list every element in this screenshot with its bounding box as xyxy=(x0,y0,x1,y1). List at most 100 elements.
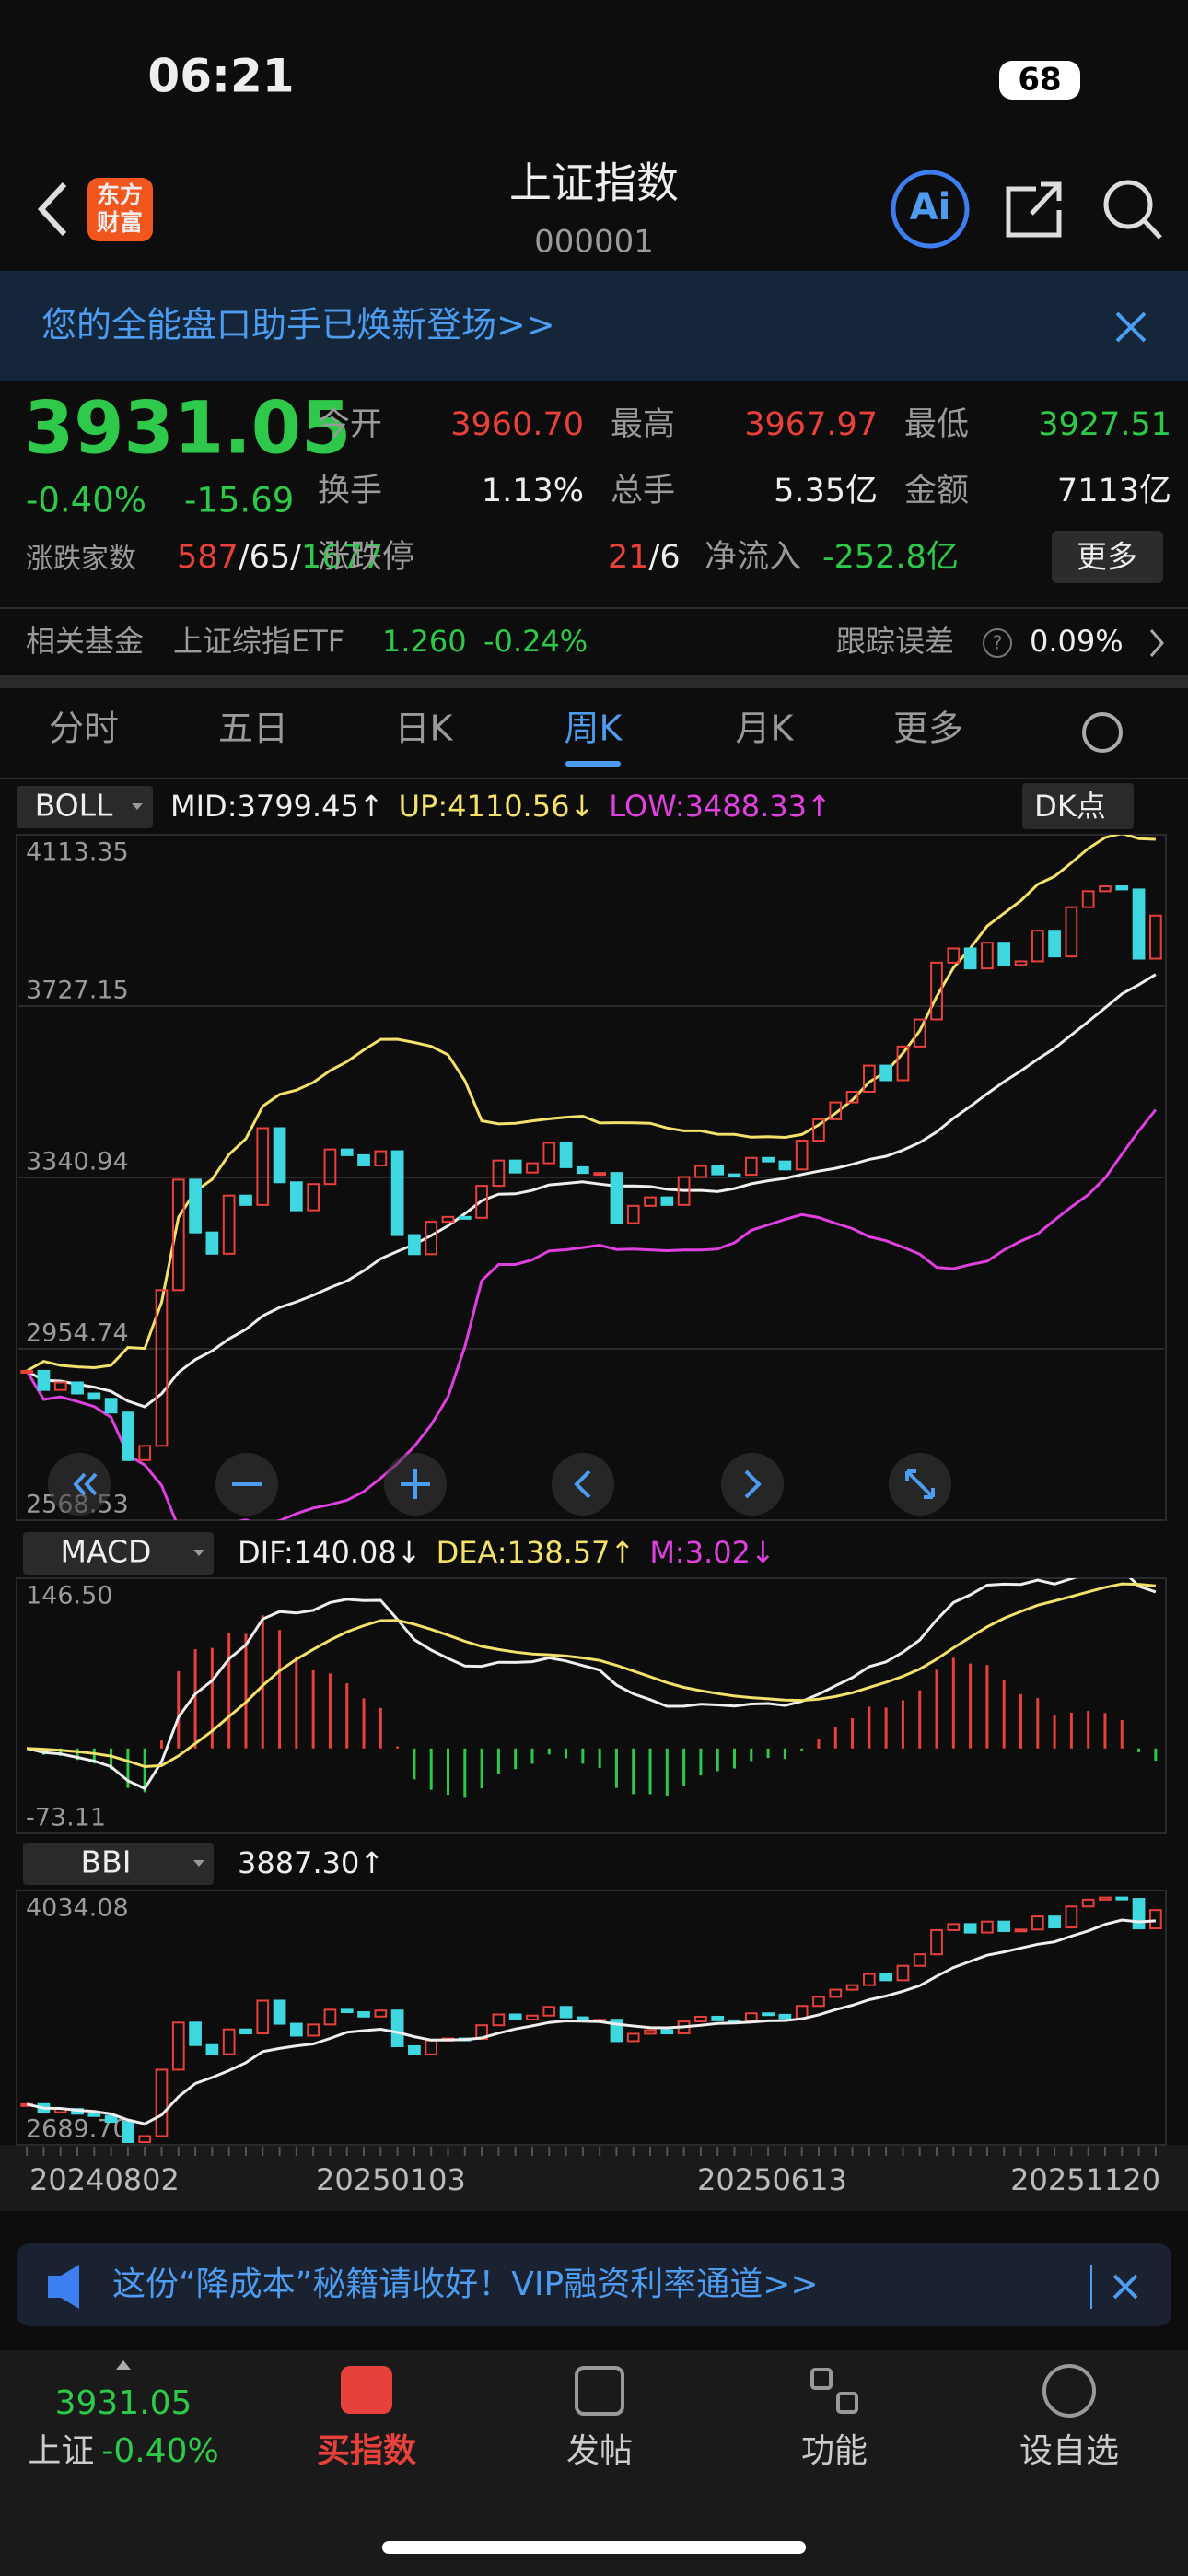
candle xyxy=(1148,914,1162,960)
share-icon[interactable] xyxy=(1006,181,1062,238)
nav-quote: 上证 -0.40% xyxy=(28,2432,218,2470)
tab[interactable]: 更多 xyxy=(893,708,963,749)
macd-legend-part: DIF:140.08 xyxy=(238,1535,397,1570)
chevron[interactable] xyxy=(1149,629,1164,657)
tab[interactable]: 日K xyxy=(395,708,454,749)
candle xyxy=(1048,930,1061,958)
candle xyxy=(508,1159,522,1174)
settings-icon[interactable] xyxy=(1082,712,1123,753)
bbi-legend-part: 3887.30 xyxy=(238,1845,359,1880)
banner-close[interactable] xyxy=(1115,311,1147,343)
nav-item[interactable]: 买指数 xyxy=(317,2432,416,2470)
separator: / xyxy=(649,539,660,576)
back-icon[interactable] xyxy=(37,181,67,237)
candle xyxy=(981,1920,994,1934)
bbi-line xyxy=(26,1918,1156,2125)
buy-icon[interactable] xyxy=(341,2366,392,2414)
y-tick-label: 146.50 xyxy=(26,1582,112,1610)
field-value: 1.13% xyxy=(482,473,584,509)
tab-underline xyxy=(565,761,621,767)
candle xyxy=(812,1118,825,1142)
banner-bg[interactable] xyxy=(0,271,1188,381)
candle xyxy=(963,1923,977,1934)
separator: / xyxy=(290,539,301,576)
tab[interactable]: 月K xyxy=(736,708,795,749)
candle xyxy=(323,1148,337,1186)
candle xyxy=(1081,1898,1095,1908)
help-icon[interactable] xyxy=(983,628,1012,658)
candle xyxy=(87,2113,101,2117)
func-icon[interactable] xyxy=(810,2368,833,2390)
price: 3931.05 xyxy=(24,387,351,470)
candle xyxy=(340,2008,354,2014)
candle xyxy=(189,1178,202,1234)
tab[interactable]: 分时 xyxy=(49,708,119,749)
post-icon[interactable] xyxy=(575,2366,624,2416)
inflow-value: -252.8亿 xyxy=(822,539,959,576)
chart-control[interactable] xyxy=(552,1453,614,1516)
macd-legend: DIF:140.08↓ DEA:138.57↑ M:3.02↓ xyxy=(238,1535,775,1570)
x-tick-label: 20240802 xyxy=(29,2162,180,2197)
candle xyxy=(441,1215,455,1224)
separator: / xyxy=(239,539,250,576)
x-tick-label: 20250613 xyxy=(697,2162,847,2197)
indicator-select[interactable] xyxy=(23,1843,214,1885)
search-icon-handle xyxy=(1143,219,1162,240)
candle xyxy=(1031,1915,1044,1931)
candle xyxy=(930,961,943,1021)
candle xyxy=(390,2009,404,2047)
field-label: 今开 xyxy=(318,406,382,443)
boll-mid-line xyxy=(26,973,1157,1409)
ad-banner[interactable] xyxy=(17,2243,1171,2326)
watchlist-icon[interactable] xyxy=(1042,2364,1096,2418)
candle xyxy=(1099,1896,1112,1901)
ad-close[interactable] xyxy=(1112,2274,1138,2300)
change-pct: -0.40% xyxy=(26,481,146,521)
candle xyxy=(762,2012,775,2017)
fund-label: 相关基金 xyxy=(26,624,144,659)
candle xyxy=(626,2032,640,2043)
candle xyxy=(677,1176,691,1206)
chart-control[interactable] xyxy=(721,1453,784,1516)
boll-legend-part: ↓ xyxy=(569,789,594,824)
candle xyxy=(458,1215,472,1220)
nav-item[interactable]: 发帖 xyxy=(566,2432,633,2470)
candle xyxy=(947,947,961,964)
y-tick-label: 2954.74 xyxy=(26,1318,129,1347)
control-icon xyxy=(744,1469,762,1499)
field-label: 最高 xyxy=(611,406,675,443)
banner-text: 您的全能盘口助手已焕新登场>> xyxy=(41,305,555,345)
y-tick-label: -73.11 xyxy=(26,1804,106,1832)
dk-button[interactable] xyxy=(1022,783,1134,829)
more-label: 更多 xyxy=(1077,539,1137,575)
search-icon[interactable] xyxy=(1103,180,1153,229)
candle xyxy=(778,1160,792,1171)
tab[interactable]: 五日 xyxy=(218,708,288,749)
nav-item[interactable]: 功能 xyxy=(801,2432,868,2470)
candle xyxy=(122,2121,134,2144)
y-tick-label: 4113.35 xyxy=(26,838,129,867)
chart-control[interactable] xyxy=(48,1453,111,1516)
battery-level: 68 xyxy=(1018,62,1061,99)
ai-icon[interactable] xyxy=(891,170,970,249)
candle xyxy=(947,1923,961,1931)
dk-label: DK点 xyxy=(1034,789,1106,824)
candle xyxy=(425,1221,438,1256)
candle xyxy=(104,1398,118,1414)
candle xyxy=(728,1173,741,1177)
more-button[interactable] xyxy=(1052,531,1163,583)
limit: 21/6 xyxy=(608,539,681,576)
candle xyxy=(660,2029,674,2035)
indicator-select[interactable] xyxy=(23,1532,214,1575)
macd-legend-part: ↓ xyxy=(751,1535,775,1570)
indicator-select[interactable] xyxy=(17,786,153,828)
nav-item[interactable]: 设自选 xyxy=(1019,2432,1119,2470)
candle xyxy=(559,2006,573,2019)
candle xyxy=(256,1999,270,2035)
field-value: 3967.97 xyxy=(744,406,878,443)
candle xyxy=(357,1153,370,1166)
candle xyxy=(542,2006,556,2017)
candle xyxy=(122,1411,134,1461)
tab[interactable]: 周K xyxy=(565,708,623,749)
